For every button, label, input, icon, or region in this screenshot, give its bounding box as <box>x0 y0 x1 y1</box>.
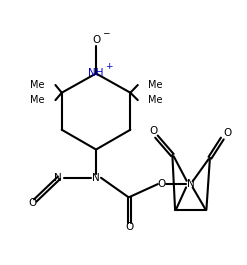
Text: N: N <box>92 173 100 183</box>
Text: Me: Me <box>30 95 44 105</box>
Text: O: O <box>92 35 100 45</box>
Text: O: O <box>157 179 165 189</box>
Text: NH: NH <box>88 68 103 78</box>
Text: +: + <box>105 62 112 71</box>
Text: −: − <box>102 28 110 37</box>
Text: Me: Me <box>148 95 162 105</box>
Text: Me: Me <box>30 80 44 90</box>
Text: N: N <box>187 179 195 189</box>
Text: O: O <box>29 198 37 208</box>
Text: Me: Me <box>148 80 162 90</box>
Text: O: O <box>125 222 134 232</box>
Text: O: O <box>223 128 231 138</box>
Text: O: O <box>149 126 157 136</box>
Text: N: N <box>54 173 62 183</box>
